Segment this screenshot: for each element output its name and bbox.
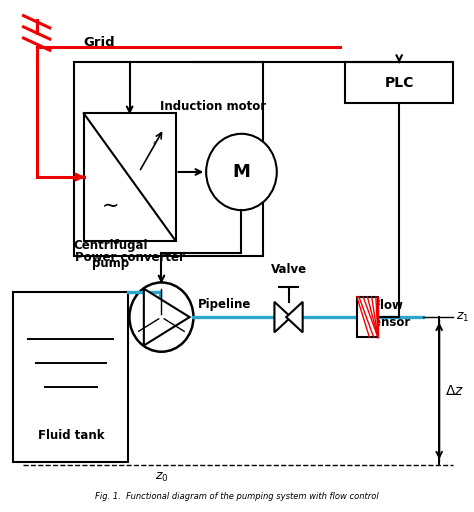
Circle shape	[206, 134, 277, 210]
Text: Valve: Valve	[271, 263, 307, 276]
Text: $\sim$: $\sim$	[148, 134, 164, 150]
Text: Pipeline: Pipeline	[198, 298, 251, 311]
Polygon shape	[274, 302, 291, 332]
Text: Centrifugal: Centrifugal	[73, 239, 148, 252]
Text: sensor: sensor	[366, 316, 410, 329]
Text: $z_1$: $z_1$	[456, 311, 469, 324]
Text: Fig. 1.  Functional diagram of the pumping system with flow control: Fig. 1. Functional diagram of the pumpin…	[95, 493, 379, 501]
Circle shape	[129, 283, 193, 352]
Text: Power converter: Power converter	[75, 251, 184, 264]
Bar	[345, 62, 453, 103]
Text: pump: pump	[92, 257, 129, 270]
Polygon shape	[286, 302, 303, 332]
Bar	[13, 292, 128, 462]
Bar	[357, 297, 378, 337]
Text: $\sim$: $\sim$	[97, 195, 118, 215]
Polygon shape	[144, 289, 190, 346]
Text: M: M	[233, 163, 250, 181]
Text: PLC: PLC	[384, 76, 414, 90]
Bar	[84, 114, 175, 241]
Text: $z_0$: $z_0$	[155, 471, 168, 484]
Text: Grid: Grid	[84, 36, 115, 49]
Bar	[74, 62, 263, 256]
Text: $\Delta z$: $\Delta z$	[445, 384, 464, 398]
Text: Induction motor: Induction motor	[160, 100, 266, 114]
Text: Flow: Flow	[373, 300, 404, 312]
Text: Fluid tank: Fluid tank	[37, 429, 104, 442]
